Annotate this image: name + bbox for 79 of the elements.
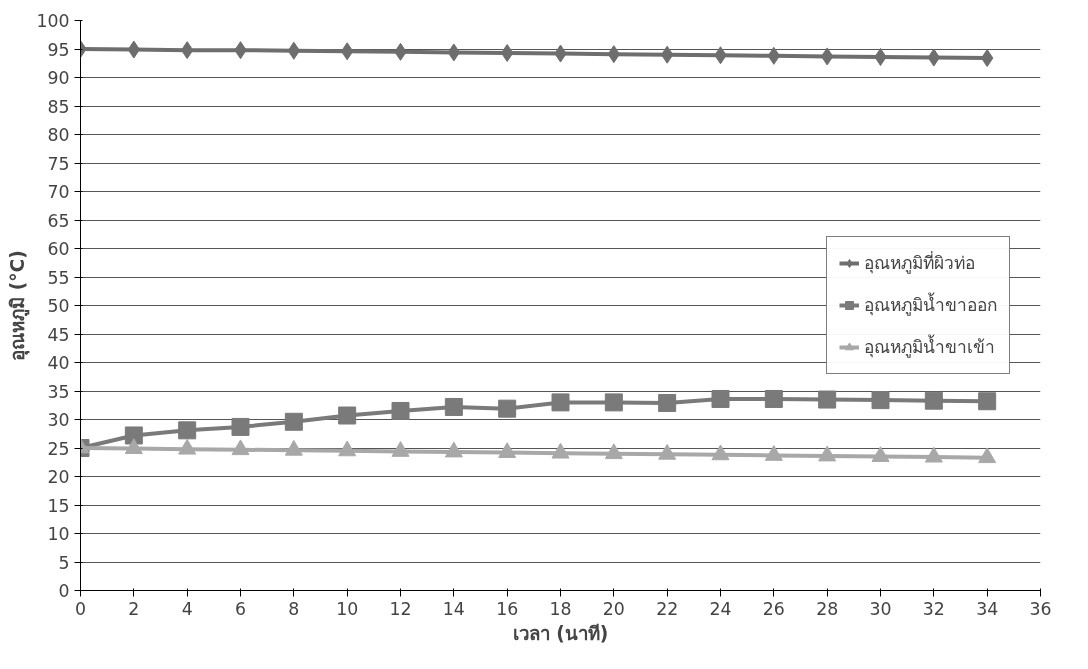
x-tick-label: 34 — [976, 598, 999, 619]
y-tick-label: 80 — [47, 125, 70, 145]
point — [658, 393, 677, 412]
point — [658, 443, 677, 460]
y-axis-title: อุณหภูมิ (°C) — [7, 250, 31, 361]
y-tick-label: 85 — [47, 96, 70, 117]
point — [764, 445, 783, 461]
point — [711, 389, 730, 408]
point — [498, 442, 517, 458]
x-tick-label: 28 — [816, 598, 839, 619]
legend-label: อุณหภูมิน้ำขาออก — [864, 291, 997, 318]
y-tick-label: 10 — [47, 524, 70, 544]
point — [924, 391, 943, 410]
point — [231, 417, 250, 436]
x-tick-label: 18 — [549, 598, 572, 619]
legend-label: อุณหภูมิน้ำขาเข้า — [864, 333, 995, 360]
y-tick-label: 70 — [47, 182, 70, 202]
legend-label: อุณหภูมิที่ผิวท่อ — [864, 250, 975, 276]
x-axis-title: เวลา (นาที) — [512, 622, 609, 644]
point — [551, 442, 570, 459]
point — [231, 439, 250, 456]
y-tick-label: 25 — [47, 438, 70, 459]
x-tick-label: 10 — [336, 598, 359, 619]
y-tick-label: 5 — [58, 552, 70, 573]
point — [391, 401, 410, 420]
x-tick-label: 22 — [656, 598, 679, 619]
x-tick-label: 32 — [922, 598, 945, 619]
x-tick-label: 16 — [496, 598, 519, 619]
point — [711, 444, 730, 461]
y-tick-label: 35 — [47, 381, 70, 402]
x-tick-label: 0 — [74, 598, 87, 619]
point — [604, 393, 623, 412]
point — [391, 441, 410, 457]
y-tick-label: 30 — [47, 410, 70, 430]
y-tick-label: 15 — [47, 495, 70, 516]
y-tick-label: 0 — [58, 581, 70, 601]
y-tick-label: 60 — [47, 239, 70, 259]
point — [178, 421, 197, 440]
x-tick-label: 20 — [602, 598, 625, 619]
y-tick-label: 50 — [47, 296, 70, 316]
point — [338, 440, 357, 457]
x-tick-label: 12 — [389, 598, 412, 619]
y-tick-label: 75 — [47, 153, 70, 174]
x-tick-label: 30 — [869, 598, 892, 619]
point — [178, 438, 197, 455]
point — [124, 426, 143, 445]
point — [871, 446, 890, 462]
y-tick-label: 55 — [47, 267, 70, 288]
x-tick-label: 8 — [288, 598, 300, 619]
y-tick-label: 65 — [47, 210, 70, 231]
point — [338, 406, 357, 425]
y-tick-label: 95 — [47, 39, 70, 60]
y-tick-label: 20 — [47, 467, 70, 487]
x-tick-label: 24 — [709, 598, 732, 619]
x-tick-label: 6 — [234, 598, 247, 619]
x-tick-label: 2 — [128, 598, 140, 619]
point — [871, 391, 890, 410]
point — [604, 443, 623, 460]
point — [978, 392, 997, 411]
point — [124, 438, 143, 454]
point — [818, 390, 837, 409]
x-tick-label: 26 — [762, 598, 785, 619]
point — [764, 389, 783, 408]
point — [818, 445, 837, 462]
x-tick-label: 36 — [1029, 598, 1052, 619]
point — [284, 412, 303, 431]
x-tick-label: 4 — [181, 598, 193, 619]
point — [924, 446, 943, 463]
y-tick-label: 100 — [36, 11, 70, 31]
y-tick-label: 45 — [47, 324, 70, 345]
y-tick-label: 90 — [47, 68, 70, 88]
point — [444, 441, 463, 458]
point — [284, 439, 303, 456]
point — [978, 447, 997, 464]
y-tick-label: 40 — [47, 353, 70, 373]
point — [551, 393, 570, 412]
point — [498, 399, 517, 418]
point — [444, 397, 463, 416]
x-tick-label: 14 — [442, 598, 465, 619]
